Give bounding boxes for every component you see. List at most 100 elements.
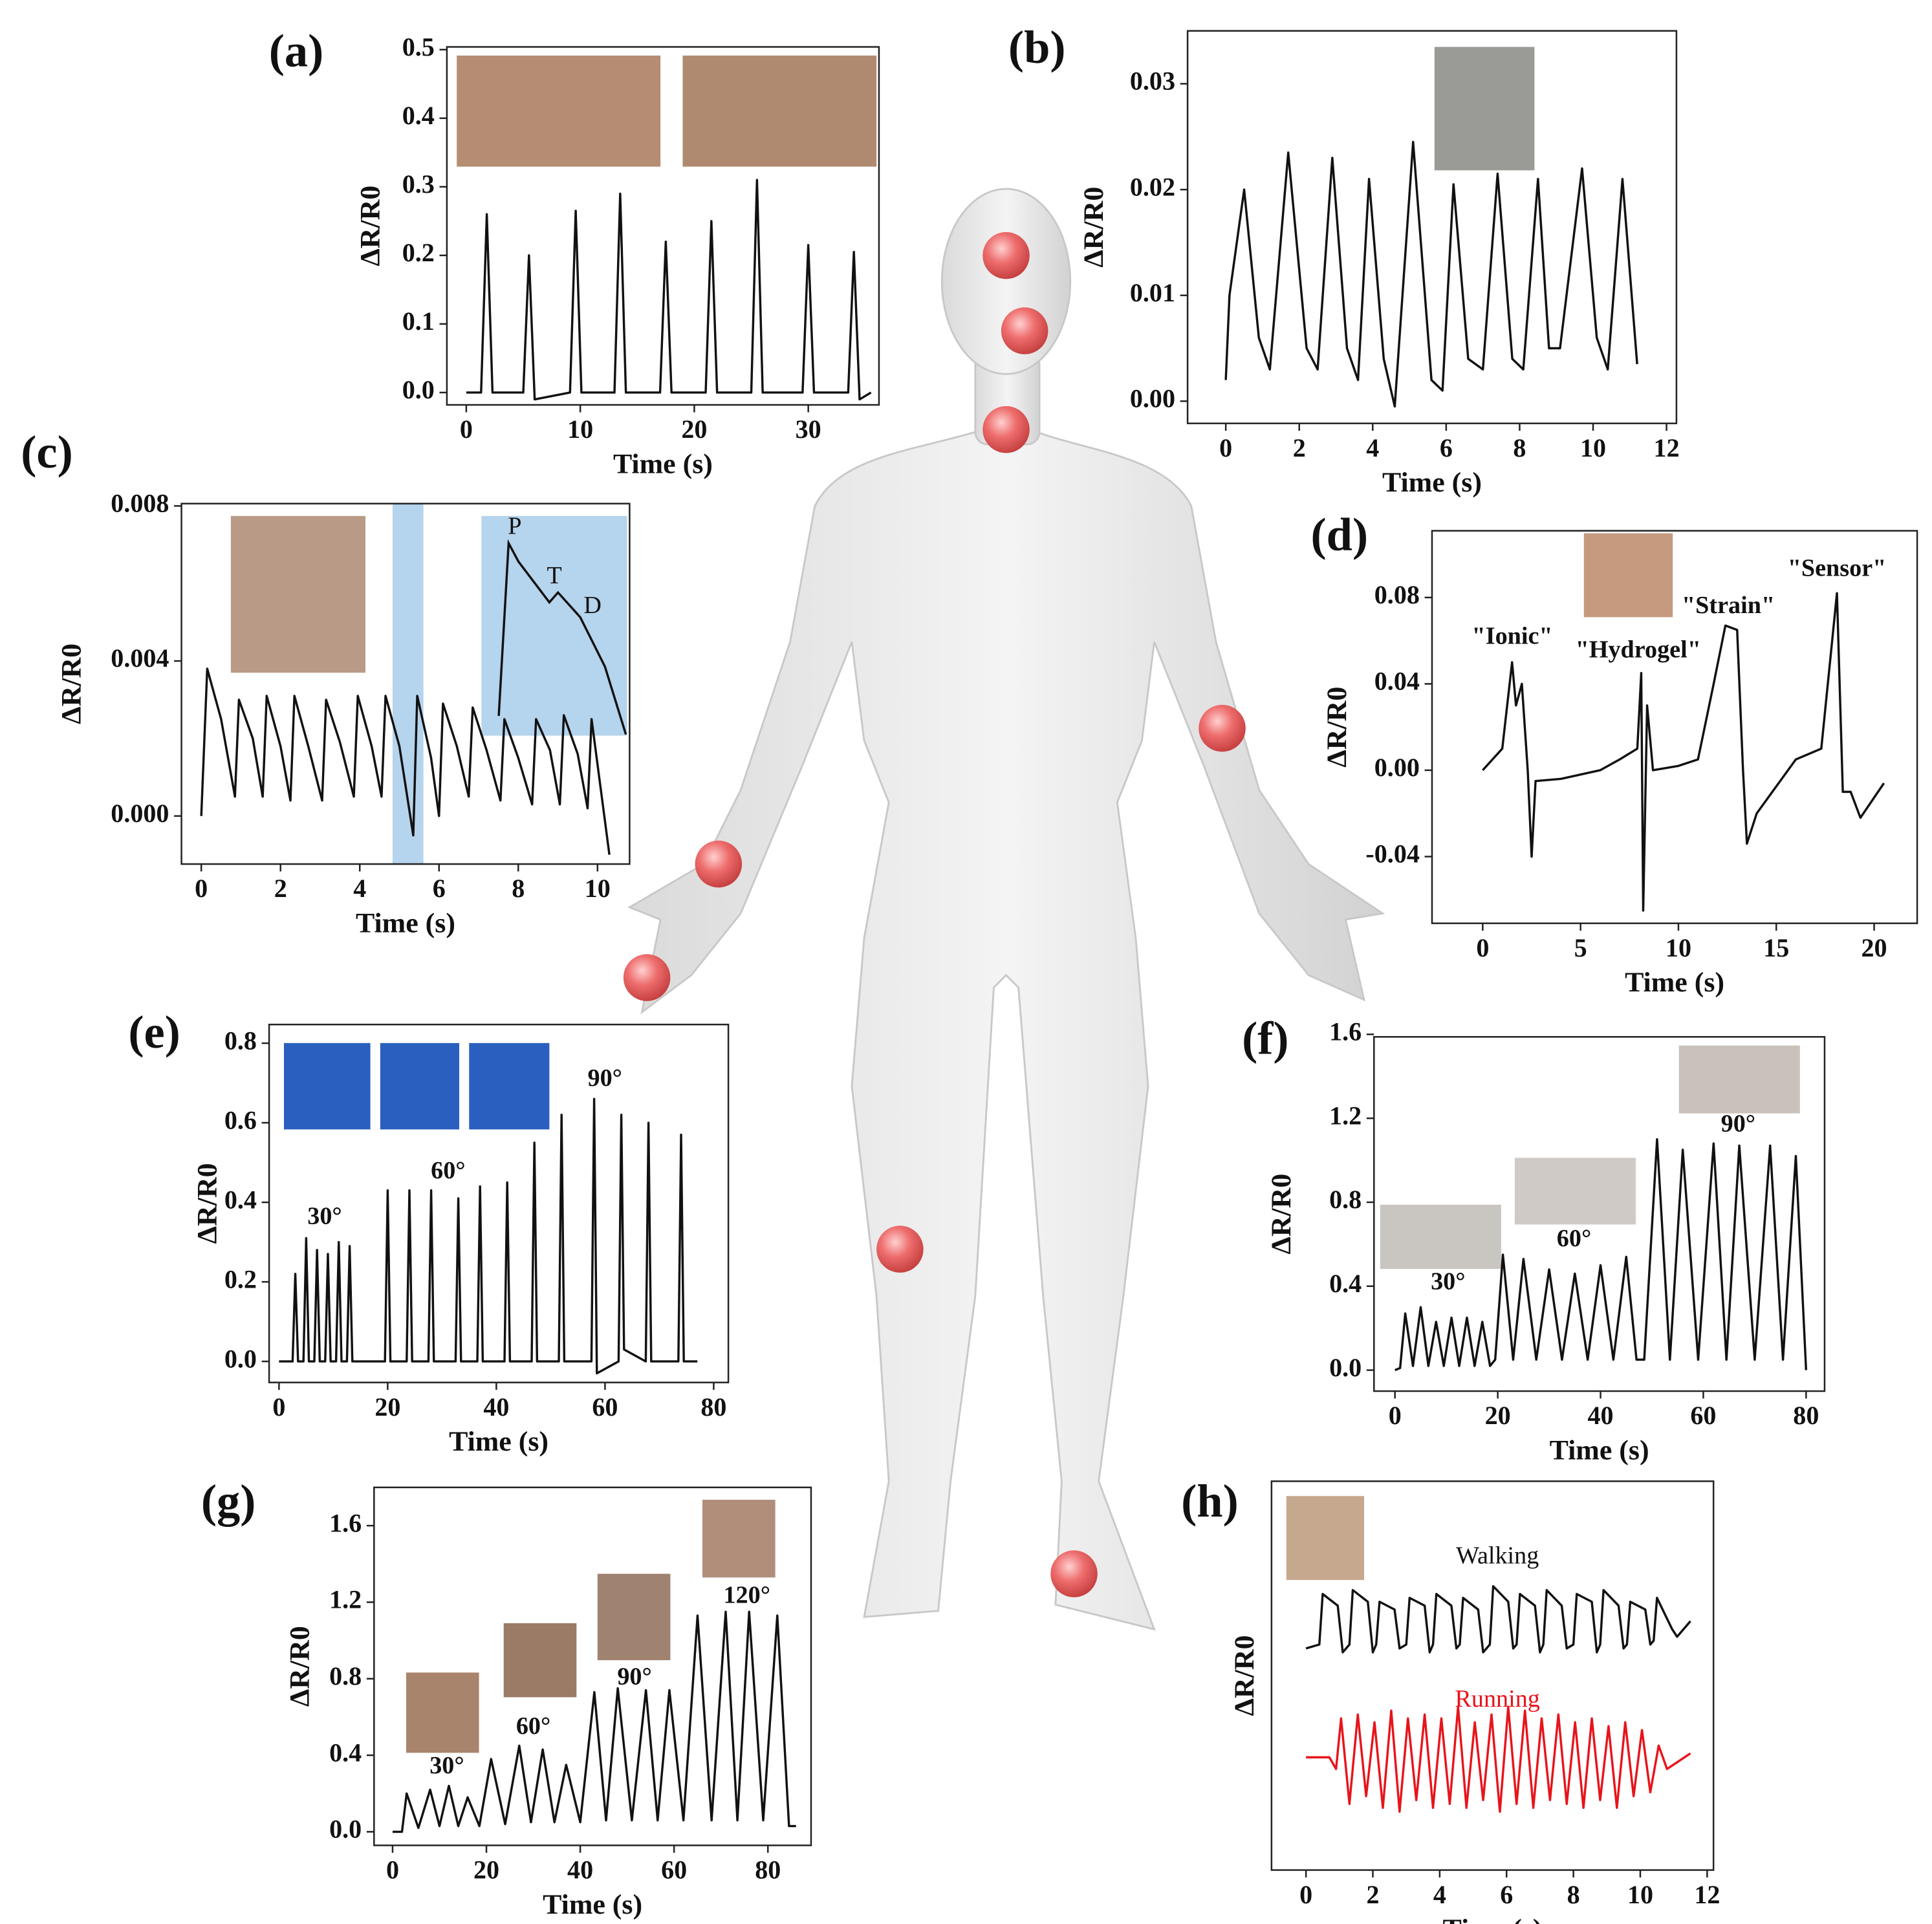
x-tick-label: 60 (592, 1392, 618, 1421)
y-axis-title: ΔR/R0 (1321, 687, 1352, 768)
x-axis-title: Time (s) (449, 1426, 548, 1457)
x-tick-label: 20 (374, 1392, 400, 1421)
x-axis-title: Time (s) (1550, 1435, 1649, 1466)
y-tick-label: 1.2 (329, 1585, 362, 1614)
photo-inset (1678, 1045, 1800, 1114)
photo-inset (503, 1623, 577, 1698)
y-tick-label: 0.0 (329, 1815, 362, 1844)
x-tick-label: 20 (681, 415, 707, 444)
photo-inset (469, 1043, 550, 1130)
annotation: 30° (429, 1752, 464, 1779)
y-tick-label: 0.0 (1329, 1353, 1362, 1382)
x-axis-title: Time (s) (1443, 1914, 1543, 1924)
panel-label: (d) (1311, 508, 1369, 561)
annotation: 30° (1431, 1268, 1465, 1295)
data-line (1305, 1584, 1691, 1654)
x-tick-label: 20 (473, 1855, 499, 1885)
annotation: 90° (588, 1065, 622, 1092)
y-tick-label: 0.2 (224, 1264, 257, 1293)
photo-inset (682, 55, 877, 167)
photo-inset (457, 55, 661, 167)
annotation: P (508, 513, 521, 540)
y-tick-label: 0.02 (1130, 172, 1175, 201)
y-tick-label: 1.6 (329, 1508, 362, 1537)
x-tick-label: 8 (512, 874, 525, 903)
y-tick-label: 0.04 (1374, 667, 1420, 696)
x-tick-label: 10 (1666, 933, 1691, 962)
y-tick-label: 0.4 (1329, 1269, 1362, 1298)
annotation: "Ionic" (1472, 623, 1553, 650)
panel-label: (e) (128, 1006, 180, 1058)
x-tick-label: 40 (483, 1392, 509, 1421)
x-tick-label: 5 (1574, 933, 1587, 962)
y-tick-label: 1.2 (1329, 1101, 1362, 1130)
y-tick-label: 0.1 (402, 307, 435, 336)
y-tick-label: 0.08 (1374, 580, 1420, 609)
x-tick-label: 2 (1366, 1880, 1379, 1909)
y-tick-label: 0.0 (402, 375, 435, 404)
x-tick-label: 8 (1567, 1880, 1580, 1909)
data-line (1224, 140, 1638, 408)
y-tick-label: 0.4 (329, 1738, 362, 1767)
panel-label: (h) (1181, 1475, 1239, 1527)
data-line (1395, 1138, 1808, 1372)
x-tick-label: 10 (567, 415, 593, 444)
inset-waveform (497, 539, 627, 735)
series-label: Walking (1456, 1542, 1539, 1569)
plot-frame (1431, 530, 1918, 924)
y-axis-title: ΔR/R0 (1266, 1174, 1297, 1255)
data-line (1482, 592, 1885, 912)
y-axis-title: ΔR/R0 (354, 186, 385, 266)
panel-label: (c) (21, 426, 72, 478)
photo-inset (283, 1043, 371, 1130)
x-tick-label: 6 (433, 874, 446, 903)
x-tick-label: 0 (1219, 433, 1232, 462)
plot-frame (1373, 1036, 1826, 1392)
panel-label: (f) (1242, 1011, 1288, 1064)
annotation: 90° (1721, 1110, 1755, 1137)
y-tick-label: 0.00 (1130, 384, 1175, 413)
x-tick-label: 12 (1654, 433, 1680, 462)
x-tick-label: 0 (1299, 1880, 1312, 1909)
photo-inset (481, 515, 627, 736)
sensor-sites (623, 232, 1246, 1597)
panel-label: (b) (1008, 21, 1066, 73)
x-tick-label: 0 (272, 1392, 285, 1421)
x-tick-label: 0 (1389, 1401, 1402, 1430)
y-axis-title: ΔR/R0 (1078, 187, 1109, 268)
x-tick-label: 40 (1587, 1401, 1613, 1430)
x-tick-label: 2 (274, 874, 287, 903)
annotation: "Sensor" (1788, 555, 1887, 582)
y-tick-label: 0.01 (1130, 278, 1175, 307)
y-tick-label: 0.4 (402, 101, 435, 130)
x-tick-label: 80 (1793, 1401, 1819, 1430)
y-tick-label: 1.6 (1329, 1017, 1362, 1046)
photo-inset (380, 1043, 460, 1130)
y-tick-label: 0.03 (1130, 67, 1175, 96)
x-tick-label: 4 (353, 874, 366, 903)
annotation: 60° (1557, 1225, 1591, 1252)
plot-frame (446, 46, 880, 406)
y-tick-label: 0.0 (224, 1344, 257, 1373)
x-tick-label: 40 (567, 1855, 593, 1885)
x-tick-label: 20 (1485, 1401, 1511, 1430)
y-tick-label: -0.04 (1365, 839, 1419, 869)
annotation: 60° (516, 1713, 550, 1740)
y-axis-title: ΔR/R0 (285, 1626, 316, 1707)
y-tick-label: 0.3 (402, 169, 435, 199)
series-label: Running (1455, 1685, 1539, 1713)
y-tick-label: 0.8 (224, 1026, 257, 1055)
x-axis-title: Time (s) (613, 449, 713, 480)
annotation: 60° (431, 1157, 465, 1184)
annotation: "Hydrogel" (1576, 636, 1701, 664)
x-axis-title: Time (s) (356, 908, 455, 939)
y-tick-label: 0.4 (224, 1185, 257, 1214)
x-tick-label: 0 (195, 874, 208, 903)
y-axis-title: ΔR/R0 (1229, 1635, 1260, 1716)
y-tick-label: 0.8 (329, 1661, 362, 1691)
photo-inset (392, 503, 424, 865)
plot-frame (1270, 1480, 1715, 1871)
y-tick-label: 0.6 (224, 1105, 257, 1134)
data-line (1306, 1705, 1691, 1813)
